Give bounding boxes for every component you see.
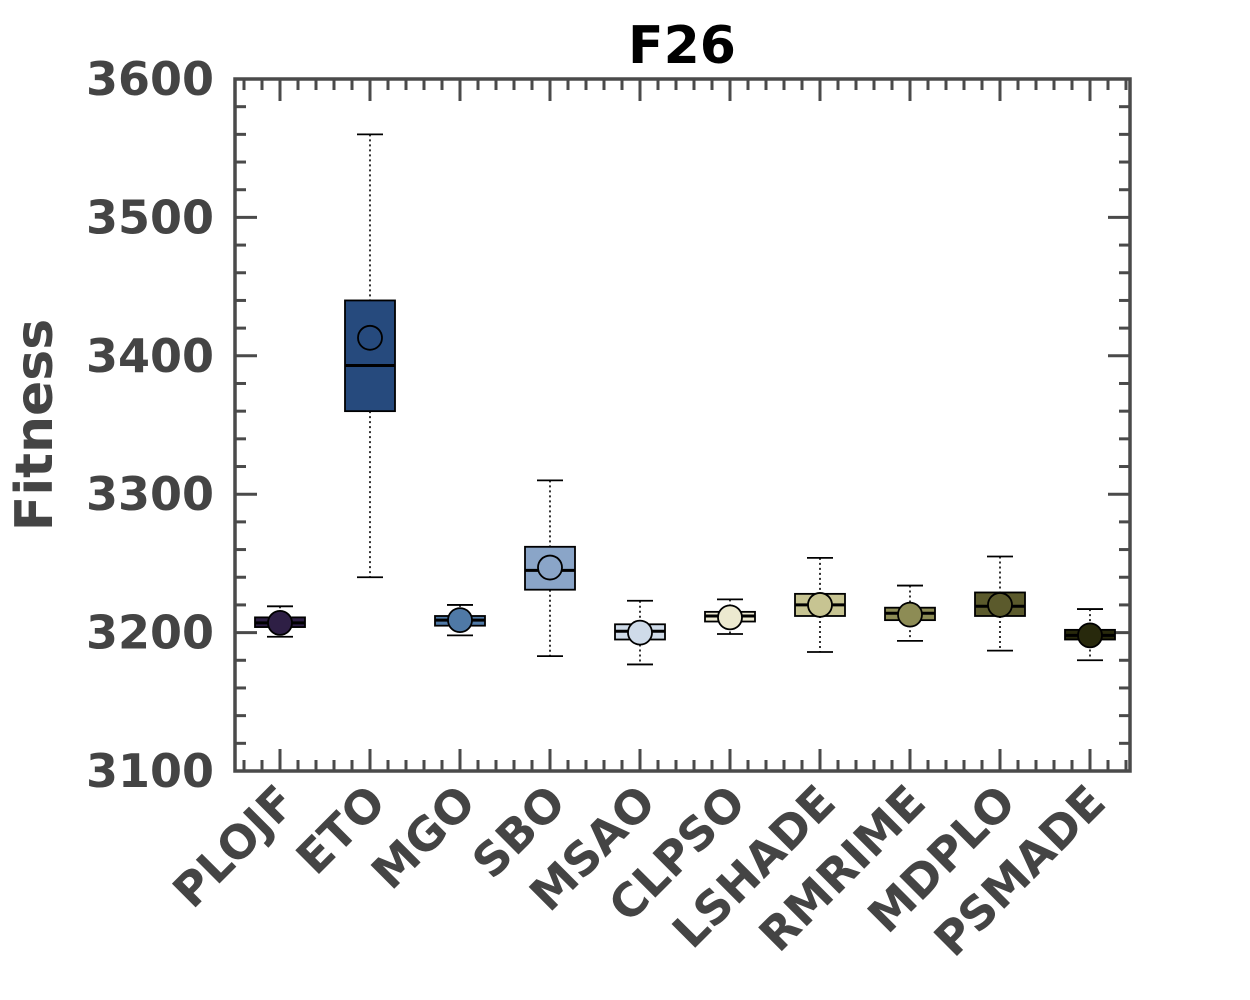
y-tick-label: 3400 (86, 329, 214, 383)
mean-marker (1077, 622, 1103, 649)
mean-marker (717, 604, 743, 631)
mean-marker (807, 592, 833, 618)
mean-marker (267, 610, 293, 636)
x-tick-label: MGO (361, 775, 486, 900)
y-tick-label: 3500 (86, 190, 214, 244)
mean-marker (897, 601, 923, 628)
y-tick-label: 3200 (86, 606, 214, 660)
y-tick-label: 3300 (86, 467, 214, 521)
axes-frame (233, 77, 1132, 773)
mean-marker (447, 607, 473, 634)
y-axis-label: Fitness (5, 319, 65, 531)
chart-title: F26 (628, 16, 736, 76)
plot-area: 310032003300340035003600PLOJFETOMGOSBOMS… (86, 52, 1132, 967)
mean-marker (537, 554, 563, 581)
mean-marker (987, 592, 1013, 618)
y-tick-label: 3100 (86, 744, 214, 798)
y-tick-label: 3600 (86, 52, 214, 106)
mean-marker (627, 619, 653, 646)
box (344, 299, 396, 413)
mean-marker (357, 324, 383, 351)
